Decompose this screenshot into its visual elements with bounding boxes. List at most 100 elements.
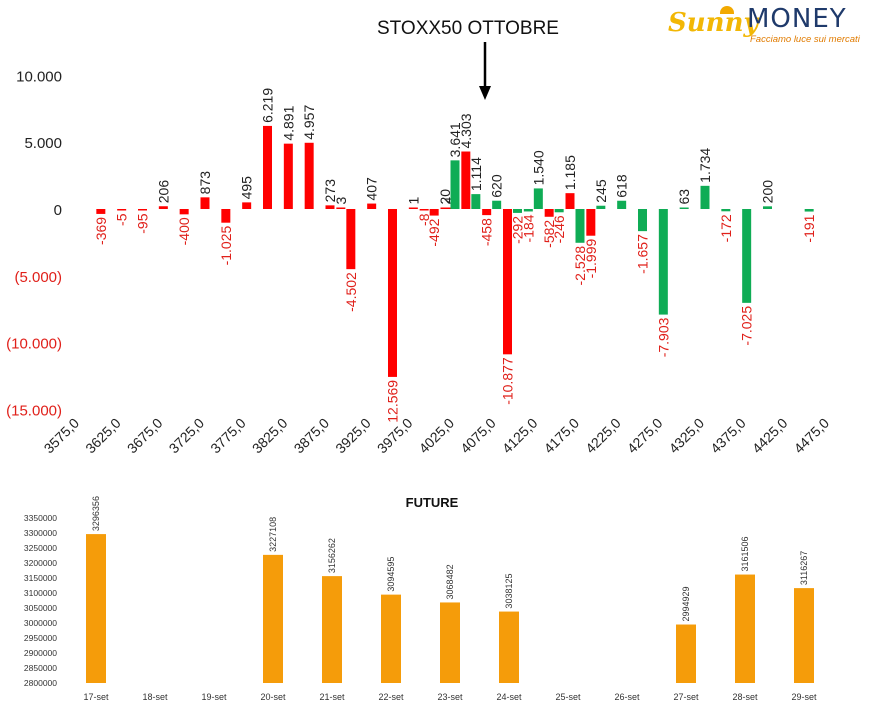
bar-label-7: 495 — [239, 176, 255, 200]
bar-4 — [179, 209, 189, 215]
x-tick-label-13: 4225,0 — [582, 415, 624, 457]
bar-17 — [419, 209, 429, 211]
bar-label-24: -458 — [479, 218, 495, 246]
bar-label-25: 620 — [489, 174, 505, 198]
bar-18 — [429, 209, 439, 216]
future-x-tick-8: 25-set — [555, 692, 581, 702]
bar-label-2: -95 — [135, 213, 151, 233]
future-x-tick-3: 20-set — [260, 692, 286, 702]
bar-14 — [367, 203, 377, 209]
logo-tagline: Facciamo luce sui mercati — [750, 34, 860, 45]
bar-label-5: 873 — [197, 171, 213, 195]
future-bar-label-10: 2994929 — [681, 586, 691, 621]
future-bar-11 — [735, 574, 755, 683]
bar-28 — [523, 209, 533, 212]
arrow-down-icon — [479, 86, 491, 100]
future-bar-12 — [794, 588, 814, 683]
future-x-tick-4: 21-set — [319, 692, 345, 702]
bar-label-19: 20 — [437, 189, 453, 205]
future-y-tick-5: 3050000 — [24, 603, 57, 613]
bar-16 — [408, 207, 418, 209]
future-y-tick-11: 3350000 — [24, 513, 57, 523]
x-tick-label-14: 4275,0 — [624, 415, 666, 457]
bar-32 — [565, 193, 575, 209]
x-tick-label-6: 3875,0 — [291, 415, 333, 457]
future-bar-label-12: 3116267 — [799, 551, 809, 585]
future-x-tick-2: 19-set — [201, 692, 227, 702]
bar-1 — [117, 209, 127, 211]
bar-7 — [242, 202, 252, 209]
bar-label-37: -1.657 — [635, 234, 651, 274]
future-x-tick-6: 23-set — [437, 692, 463, 702]
future-bar-label-0: 3296356 — [91, 496, 101, 531]
future-y-tick-9: 3250000 — [24, 543, 57, 553]
bar-label-39: 63 — [676, 189, 692, 205]
bar-label-22: 4.303 — [458, 113, 474, 148]
bar-27 — [513, 209, 522, 213]
bar-37 — [638, 209, 647, 232]
future-bar-label-7: 3038125 — [504, 574, 514, 609]
bar-label-14: 407 — [364, 177, 380, 201]
bar-label-28: -184 — [520, 214, 536, 242]
x-tick-label-17: 4425,0 — [749, 415, 791, 457]
bar-26 — [503, 209, 512, 355]
bar-2 — [138, 209, 147, 211]
future-x-tick-0: 17-set — [83, 692, 109, 702]
bar-label-44: -191 — [801, 214, 817, 242]
bar-9 — [283, 143, 293, 209]
x-tick-label-18: 4475,0 — [791, 415, 833, 457]
bar-label-6: -1.025 — [218, 225, 234, 265]
x-tick-label-11: 4125,0 — [499, 415, 541, 457]
x-tick-label-15: 4325,0 — [666, 415, 708, 457]
future-y-tick-4: 3000000 — [24, 618, 57, 628]
bar-label-10: 4.957 — [301, 105, 317, 140]
bar-8 — [263, 125, 272, 209]
future-y-tick-3: 2950000 — [24, 633, 57, 643]
future-x-tick-10: 27-set — [673, 692, 699, 702]
bar-15 — [388, 209, 397, 377]
future-bar-label-4: 3156262 — [327, 538, 337, 573]
bar-6 — [221, 209, 231, 223]
future-y-tick-2: 2900000 — [24, 648, 57, 658]
main-chart-title: STOXX50 OTTOBRE — [377, 18, 559, 39]
bar-11 — [325, 205, 335, 209]
bar-38 — [658, 209, 668, 315]
bar-label-9: 4.891 — [280, 105, 296, 140]
x-tick-label-2: 3675,0 — [124, 415, 166, 457]
bar-label-43: 200 — [760, 180, 776, 204]
bar-label-29: 1.540 — [530, 150, 546, 185]
future-bar-label-5: 3094595 — [386, 557, 396, 592]
x-tick-label-16: 4375,0 — [707, 415, 749, 457]
bar-label-38: -7.903 — [655, 317, 671, 357]
future-y-tick-8: 3200000 — [24, 558, 57, 568]
future-y-tick-1: 2850000 — [24, 663, 57, 673]
future-bar-label-3: 3227108 — [268, 517, 278, 552]
bar-24 — [482, 209, 492, 216]
bar-10 — [304, 142, 314, 209]
bar-label-11: 273 — [322, 179, 338, 203]
bar-label-42: -7.025 — [739, 306, 755, 346]
logo-brand-money: MONEY — [747, 4, 847, 34]
bar-39 — [679, 207, 689, 209]
future-bar-10 — [676, 624, 696, 683]
future-x-tick-5: 22-set — [378, 692, 404, 702]
bar-label-41: -172 — [718, 214, 734, 242]
future-y-tick-7: 3150000 — [24, 573, 57, 583]
y-tick-label-4: (10.000) — [6, 336, 62, 353]
bar-34 — [586, 209, 596, 236]
bar-22 — [461, 151, 471, 209]
future-bar-3 — [263, 554, 283, 683]
bar-label-3: 206 — [155, 180, 171, 204]
bar-label-13: -4.502 — [343, 272, 359, 312]
future-bar-0 — [86, 534, 106, 683]
bar-12 — [336, 207, 346, 209]
sunny-money-logo: Sunny MONEY Facciamo luce sui mercati — [668, 4, 868, 45]
bar-0 — [96, 209, 106, 214]
bar-label-4: -400 — [176, 217, 192, 245]
future-x-tick-7: 24-set — [496, 692, 522, 702]
y-tick-label-3: (5.000) — [14, 269, 62, 286]
bar-44 — [804, 209, 814, 212]
bar-label-21: 3.641 — [447, 122, 463, 157]
bar-label-15: 12.569 — [385, 380, 401, 423]
